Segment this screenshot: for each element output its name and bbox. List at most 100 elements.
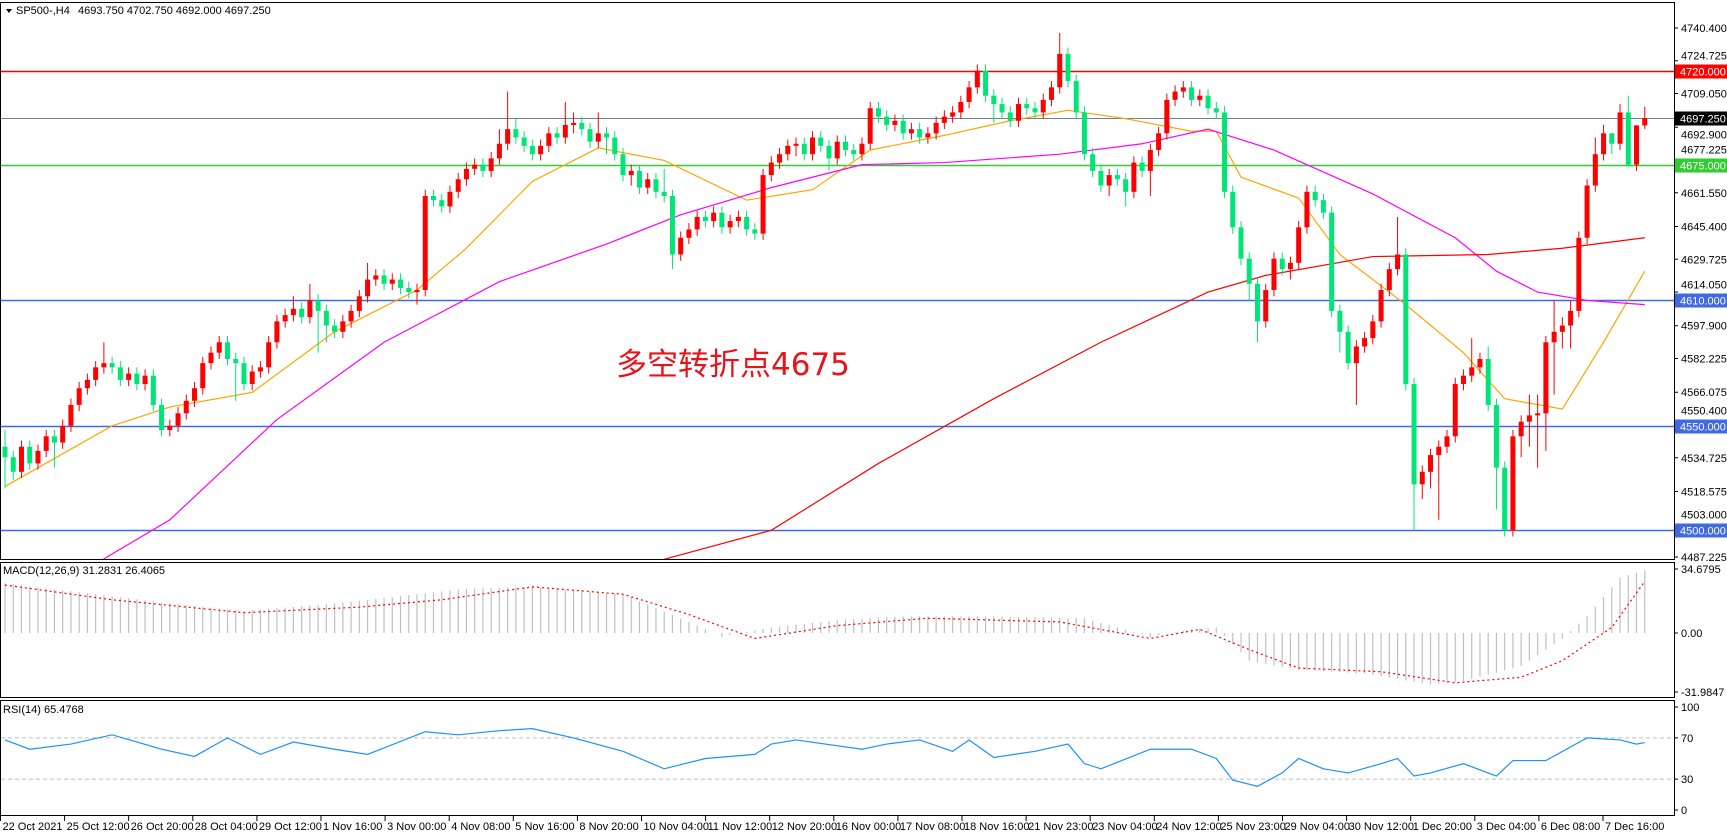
candle-bull [1518, 421, 1524, 437]
candle-bull [348, 310, 354, 322]
candle-bull [183, 400, 189, 414]
candle-bear [801, 143, 807, 155]
level-flag-label: 4500.000 [1680, 526, 1726, 538]
candle-bear [117, 367, 123, 380]
rsi-label: RSI(14) 65.4768 [3, 704, 84, 716]
price-tick-label: 4645.400 [1681, 221, 1727, 233]
candle-bear [1032, 108, 1038, 113]
level-flag-label: 4610.000 [1680, 296, 1726, 308]
price-tick-label: 4614.050 [1681, 280, 1727, 292]
candle-bull [18, 446, 24, 472]
candle-bear [999, 104, 1005, 113]
candle-bear [1139, 162, 1145, 171]
candle-bull [282, 315, 288, 322]
candle-bull [365, 279, 371, 297]
candle-bear [1090, 154, 1096, 171]
candle-bull [1048, 87, 1054, 100]
candle-bear [1024, 104, 1030, 109]
candle-bull [571, 122, 577, 125]
candle-bear [604, 133, 610, 138]
candle-bull [1444, 436, 1450, 447]
candle-bull [1197, 95, 1203, 100]
candle-bear [1238, 227, 1244, 259]
time-tick-label: 11 Nov 12:00 [708, 821, 773, 833]
candle-bear [315, 300, 321, 311]
candle-bear [1502, 467, 1508, 531]
time-tick-label: 12 Nov 20:00 [772, 821, 837, 833]
candle-bull [1180, 87, 1186, 92]
candle-bull [1378, 290, 1384, 322]
candle-bear [480, 164, 486, 171]
time-tick-label: 23 Nov 04:00 [1092, 821, 1157, 833]
candle-bear [884, 116, 890, 125]
candle-bear [398, 279, 404, 288]
candle-bull [810, 137, 816, 155]
candle-bull [966, 87, 972, 102]
candle-bear [661, 191, 667, 196]
candle-bear [1625, 112, 1631, 165]
candle-bear [406, 287, 412, 293]
candle-bull [373, 275, 379, 280]
macd-tick-label: 0.00 [1681, 628, 1702, 640]
candle-bull [785, 145, 791, 155]
candle-bear [579, 122, 585, 130]
candle-bear [900, 120, 906, 134]
symbol-label: SP500-,H4 [16, 5, 70, 17]
candle-bear [2, 446, 8, 458]
time-tick-label: 29 Oct 12:00 [259, 821, 322, 833]
candle-bull [1559, 325, 1565, 332]
time-tick-label: 24 Nov 12:00 [1156, 821, 1221, 833]
rsi-tick-label: 30 [1681, 774, 1693, 786]
candle-bull [1436, 446, 1442, 456]
annotation-text[interactable]: 多空转折点4675 [616, 347, 850, 383]
candle-bull [1296, 227, 1302, 263]
candle-bull [84, 379, 90, 389]
candle-bull [35, 450, 41, 464]
candle-bull [1263, 290, 1269, 322]
candle-bear [917, 129, 923, 138]
candle-bull [472, 164, 478, 169]
time-tick-label: 16 Nov 00:00 [836, 821, 901, 833]
candle-bull [422, 195, 428, 291]
candle-bull [142, 375, 148, 385]
candle-bull [290, 308, 296, 316]
candle-bull [249, 371, 255, 385]
candle-bull [892, 120, 898, 125]
candle-bear [51, 436, 57, 443]
candle-bull [760, 175, 766, 234]
candle-bear [134, 373, 140, 385]
candle-bear [554, 133, 560, 138]
candle-bull [1469, 367, 1475, 376]
candle-bull [1617, 112, 1623, 144]
candle-bear [521, 137, 527, 146]
level-flag [1675, 293, 1727, 308]
price-tick-label: 4740.400 [1681, 23, 1727, 35]
candle-bull [340, 321, 346, 332]
candle-bull [266, 342, 272, 368]
candle-bear [653, 179, 659, 192]
candle-bull [768, 162, 774, 176]
candle-bear [529, 145, 535, 155]
candle-bear [150, 375, 156, 405]
rsi-plot [1, 728, 1674, 787]
candle-bull [1419, 471, 1425, 485]
candle-bull [711, 212, 717, 222]
rsi-tick-label: 0 [1681, 805, 1687, 817]
candle-bull [777, 154, 783, 163]
candle-bear [1312, 191, 1318, 201]
time-tick-label: 5 Nov 16:00 [515, 821, 574, 833]
candle-bear [1123, 179, 1129, 192]
candle-bull [1601, 133, 1607, 155]
ohlc-readout: 4693.750 4702.750 4692.000 4697.250 [78, 5, 271, 17]
candle-bull [562, 124, 568, 138]
level-flag [1675, 523, 1727, 538]
candle-bull [488, 158, 494, 171]
level-flag-label: 4697.250 [1680, 114, 1726, 126]
candle-bull [694, 216, 700, 230]
dropdown-triangle-icon[interactable] [6, 9, 12, 13]
candle-bear [669, 195, 675, 255]
candle-bull [1172, 91, 1178, 100]
candle-bull [1362, 338, 1368, 347]
